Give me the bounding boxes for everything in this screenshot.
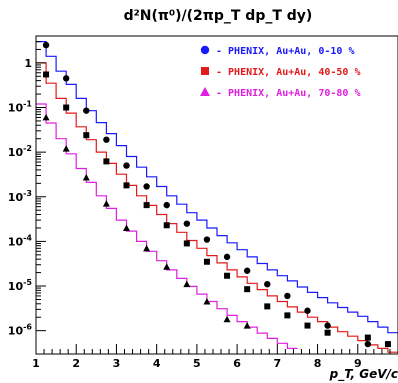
series-0-point (42, 41, 50, 49)
series-1-point (244, 286, 251, 293)
series-0-histogram (36, 41, 398, 334)
y-tick-label: 10-4 (8, 233, 33, 248)
x-tick-label: 1 (32, 357, 40, 370)
series-2-point (203, 298, 211, 305)
series-1-point (63, 104, 70, 111)
x-axis-label: p_T, GeV/c (329, 367, 398, 382)
series-1-histogram (36, 62, 398, 353)
legend-label-0: - PHENIX, Au+Au, 0-10 % (216, 46, 354, 57)
series-1-point (183, 240, 190, 247)
x-tick-label: 4 (153, 357, 161, 370)
legend: - PHENIX, Au+Au, 0-10 % - PHENIX, Au+Au, … (200, 45, 361, 99)
series-1-point (123, 182, 130, 189)
axes: 1 2 3 4 5 6 7 8 9 1 10-1 10-2 10-3 10-4 10-5 10-6 (8, 41, 398, 370)
series-1-point (324, 329, 331, 336)
series-0-point (183, 220, 191, 227)
series-2-point (223, 315, 231, 323)
legend-label-1: - PHENIX, Au+Au, 40-50 % (216, 67, 361, 78)
series-2-point (62, 145, 70, 152)
series-0-point (103, 136, 110, 143)
x-tick-label: 5 (193, 357, 201, 370)
series-0-point (304, 307, 311, 314)
series-1-point (284, 312, 291, 319)
series-1-point (43, 71, 50, 78)
series-1-point (224, 272, 231, 279)
series-2-point (123, 224, 130, 231)
x-tick-label: 7 (274, 357, 282, 370)
series-0-point (364, 340, 372, 348)
y-tick-label: 10-1 (8, 100, 33, 115)
series-2-point (143, 244, 151, 252)
x-tick-label: 2 (72, 357, 80, 370)
x-tick-label: 9 (354, 357, 362, 370)
y-tick-label: 10-6 (8, 323, 33, 338)
plot-frame (35, 35, 398, 355)
x-tick-label: 8 (314, 357, 322, 370)
y-tick-label: 10-3 (8, 189, 32, 204)
series-2-point (42, 113, 50, 121)
series-0-point (243, 267, 251, 274)
legend-marker-1 (201, 67, 209, 75)
series-0-point (264, 280, 271, 288)
series-0-point (123, 162, 130, 169)
chart-title: d²N(π⁰)/(2πp_T dp_T dy) (124, 8, 313, 24)
series-1-point (203, 258, 210, 265)
series-2-point (243, 322, 251, 329)
series-2-point (163, 263, 171, 270)
y-tick-label: 10-2 (8, 144, 32, 159)
series-0-point (284, 292, 291, 300)
series-1-point (83, 132, 90, 139)
series-0-point (62, 75, 70, 82)
series-0-point (163, 201, 170, 209)
series-1-point (143, 202, 150, 209)
series-1-point (384, 341, 391, 348)
series-0-point (143, 183, 150, 190)
series-2-point (82, 174, 90, 181)
series-0-point (324, 322, 331, 329)
x-tick-label: 3 (113, 357, 121, 370)
series-0-point (203, 236, 211, 243)
series-0-point (83, 107, 90, 114)
data-markers (42, 41, 391, 348)
series-2-point (183, 280, 191, 288)
series-1-point (163, 222, 170, 229)
legend-marker-0 (200, 45, 210, 55)
y-tick-label: 10-5 (8, 278, 33, 293)
series-1-point (304, 322, 311, 329)
series-1-point (103, 158, 110, 165)
series-1-point (264, 303, 271, 310)
y-tick-label: 1 (24, 57, 32, 70)
series-2-point (102, 200, 110, 207)
series-1-point (364, 334, 371, 341)
legend-label-2: - PHENIX, Au+Au, 70-80 % (216, 88, 361, 99)
legend-marker-2 (200, 87, 210, 96)
x-tick-label: 6 (233, 357, 241, 370)
series-0-point (223, 253, 231, 261)
